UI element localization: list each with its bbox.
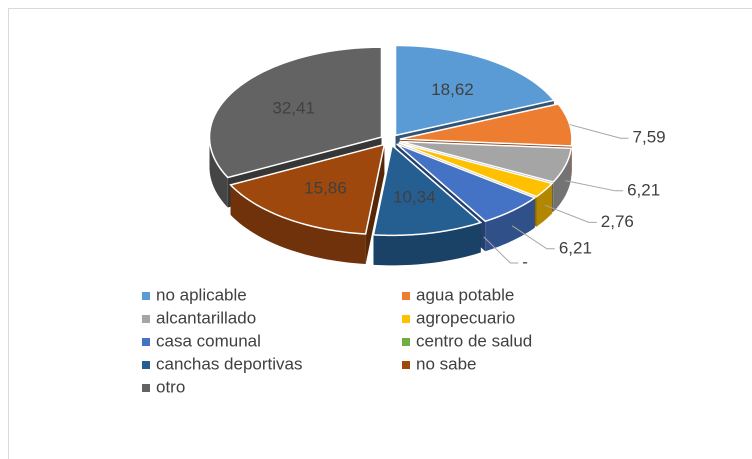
slice (396, 143, 537, 223)
legend-swatch (142, 338, 150, 346)
slice (398, 142, 554, 198)
data-label: 15,86 (304, 178, 347, 197)
legend-swatch (142, 315, 150, 323)
data-label: 10,34 (393, 188, 436, 207)
legend-swatch (142, 292, 150, 300)
data-label: 32,41 (272, 98, 315, 117)
data-label: 6,21 (627, 180, 660, 199)
slice-wall (485, 197, 535, 252)
legend-swatch (142, 361, 150, 369)
leader-line (544, 204, 597, 223)
legend-label: alcantarillado (156, 308, 256, 327)
leader-line (483, 236, 519, 264)
leader-line (565, 180, 624, 192)
data-label: 6,21 (559, 238, 592, 257)
legend-label: agua potable (416, 285, 514, 304)
data-label: 2,76 (601, 212, 634, 231)
legend-swatch (402, 338, 410, 346)
legend-swatch (402, 315, 410, 323)
legend-swatch (142, 384, 150, 392)
leader-line (511, 225, 555, 250)
slice-wall (230, 184, 366, 264)
legend-label: no aplicable (156, 285, 247, 304)
legend-label: otro (156, 377, 185, 396)
slice (372, 143, 483, 237)
legend-label: no sabe (416, 354, 477, 373)
legend-label: casa comunal (156, 331, 261, 350)
slice (394, 44, 556, 137)
data-label: 18,62 (431, 80, 474, 99)
leader-line (569, 124, 629, 139)
slice (229, 143, 386, 235)
data-label: 7,59 (633, 128, 666, 147)
legend-swatch (402, 361, 410, 369)
legend-label: canchas deportivas (156, 354, 302, 373)
slice (208, 46, 383, 179)
data-label: - (522, 252, 528, 271)
slice (399, 140, 573, 183)
legend-label: centro de salud (416, 331, 532, 350)
slice-wall (209, 137, 228, 208)
legend-label: agropecuario (416, 308, 515, 327)
slice-wall (373, 222, 481, 266)
legend-swatch (402, 292, 410, 300)
